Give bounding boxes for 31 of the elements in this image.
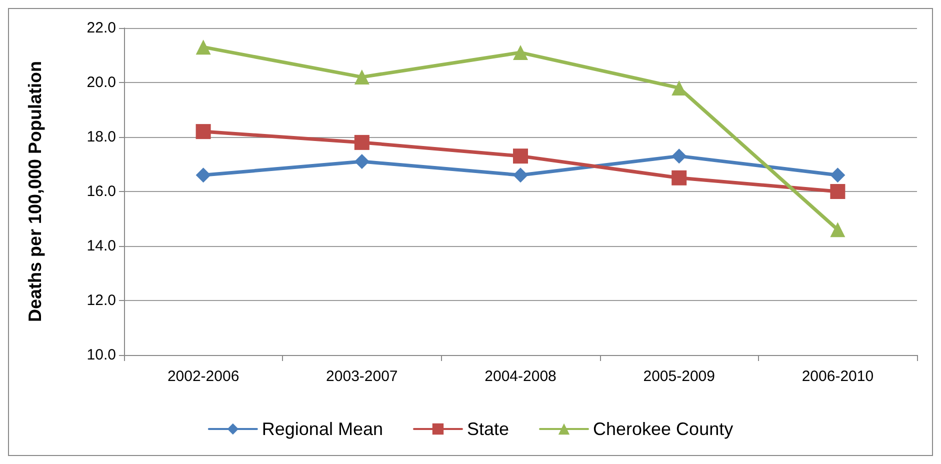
point (830, 222, 846, 238)
y-axis-title: Deaths per 100,000 Population (25, 60, 45, 322)
x-tick-label: 2004-2008 (484, 368, 556, 385)
point (354, 70, 370, 85)
point (672, 148, 687, 164)
point (513, 148, 528, 164)
point (354, 154, 370, 170)
point (830, 168, 846, 183)
y-tick-label: 12.0 (86, 292, 116, 309)
legend-label: State (466, 419, 510, 439)
point (196, 124, 211, 140)
y-tick-label: 20.0 (86, 74, 116, 91)
point (513, 45, 528, 60)
point (354, 134, 370, 150)
point (830, 184, 846, 199)
x-tick-label: 2005-2009 (643, 368, 715, 385)
y-tick-label: 22.0 (86, 20, 116, 36)
legend-label: Regional Mean (262, 419, 383, 439)
y-tick-label: 18.0 (86, 128, 116, 146)
x-tick-label: 2006-2010 (802, 368, 874, 385)
x-tick-label: 2002-2006 (167, 368, 240, 385)
point (196, 40, 211, 55)
y-tick-label: 16.0 (86, 183, 116, 200)
y-tick-label: 14.0 (86, 238, 116, 254)
x-tick-label: 2003-2007 (326, 368, 398, 385)
legend-label: Cherokee County (593, 419, 734, 439)
point (196, 168, 211, 183)
point (513, 168, 528, 183)
point (672, 170, 687, 186)
point (672, 80, 687, 96)
y-tick-label: 10.0 (86, 346, 116, 364)
